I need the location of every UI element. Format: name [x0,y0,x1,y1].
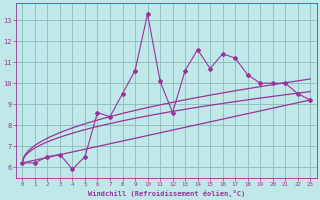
X-axis label: Windchill (Refroidissement éolien,°C): Windchill (Refroidissement éolien,°C) [88,190,245,197]
